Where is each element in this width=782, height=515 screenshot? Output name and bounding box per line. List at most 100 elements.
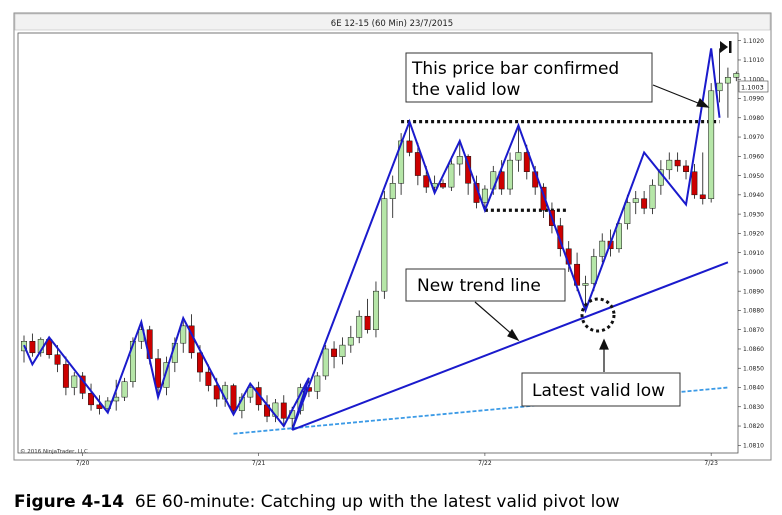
candle-body xyxy=(666,159,673,171)
y-tick-label: 1.1000 xyxy=(743,76,764,83)
candle-body xyxy=(62,364,69,388)
candle-body xyxy=(129,341,136,382)
candle-body xyxy=(163,362,170,388)
y-tick-label: 1.0980 xyxy=(743,115,764,122)
x-tick-label: 7/20 xyxy=(76,460,90,467)
candle-body xyxy=(71,375,78,388)
candle-body xyxy=(423,175,430,188)
candle-body xyxy=(197,352,203,373)
y-tick-label: 1.0920 xyxy=(743,231,764,238)
x-tick-label: 7/23 xyxy=(704,460,718,467)
candle-body xyxy=(440,183,446,188)
candle-body xyxy=(523,152,530,172)
candle-body xyxy=(29,341,36,354)
y-tick-label: 1.0970 xyxy=(743,134,764,141)
new-trend-line xyxy=(291,261,729,431)
candle-body xyxy=(331,348,338,357)
candle-body xyxy=(557,225,564,250)
candle-body xyxy=(507,159,513,190)
candle-body xyxy=(582,283,589,286)
scroll-to-end-icon[interactable] xyxy=(720,41,732,53)
y-tick-label: 1.0880 xyxy=(743,308,764,315)
candle-body xyxy=(724,77,731,84)
candle-body xyxy=(616,223,622,250)
candle-body xyxy=(632,198,639,203)
candle-body xyxy=(389,183,396,199)
title-bar xyxy=(14,13,771,31)
candle-body xyxy=(121,381,128,398)
annotation-arrows xyxy=(474,84,710,372)
y-tick-label: 1.0940 xyxy=(743,192,764,199)
y-tick-label: 1.0890 xyxy=(743,288,764,295)
trend-lines xyxy=(233,261,729,435)
annotation-latest-valid-low-text: Latest valid low xyxy=(532,381,665,401)
candle-body xyxy=(540,186,547,211)
window-title: 6E 12-15 (60 Min) 23/7/2015 xyxy=(331,19,453,29)
candle-body xyxy=(314,375,321,392)
y-tick-label: 1.0910 xyxy=(743,250,764,257)
y-tick-label: 1.1010 xyxy=(743,57,764,64)
figure-caption-text: 6E 60-minute: Catching up with the lates… xyxy=(134,492,620,512)
candle-body xyxy=(481,188,488,203)
candle-body xyxy=(339,344,346,357)
candle-body xyxy=(683,165,689,172)
annotation-new-trend-line-text: New trend line xyxy=(417,276,541,296)
y-tick-label: 1.0990 xyxy=(743,96,764,103)
candle-body xyxy=(356,315,363,338)
candle-body xyxy=(155,358,162,388)
current-price-box xyxy=(738,80,769,93)
y-tick-label: 1.0810 xyxy=(743,442,764,449)
annotation-new-trend-line: New trend line xyxy=(405,268,566,302)
price-axis: 1.1020 1.1010 1.1000 1.0990 1.0980 1.0970 1.09… xyxy=(738,38,764,449)
candle-body xyxy=(599,240,606,257)
candle-body xyxy=(590,256,597,284)
y-tick-label: 1.0930 xyxy=(743,211,764,218)
y-tick-label: 1.1020 xyxy=(743,38,764,45)
candle-body xyxy=(280,402,287,419)
y-tick-label: 1.0830 xyxy=(743,404,764,411)
candle-body xyxy=(247,387,254,398)
figure-caption: Figure 4-14 6E 60-minute: Catching up wi… xyxy=(14,492,620,512)
candle-body xyxy=(54,354,61,365)
candle-body xyxy=(46,339,53,355)
candle-body xyxy=(406,140,413,153)
zigzag-polyline xyxy=(23,48,721,431)
y-tick-label: 1.0870 xyxy=(743,327,764,334)
zigzag-swing-line xyxy=(23,48,721,431)
y-tick-label: 1.0860 xyxy=(743,346,764,353)
dotted-levels xyxy=(401,120,720,212)
candle-body xyxy=(322,348,329,377)
candle-body xyxy=(448,163,455,188)
copyright-label: © 2016 NinjaTrader, LLC xyxy=(20,448,88,455)
candle-body xyxy=(733,73,740,78)
candle-body xyxy=(456,156,463,165)
annotation-confirmed-line2: the valid low xyxy=(412,80,521,100)
y-tick-label: 1.0900 xyxy=(743,269,764,276)
candle-body xyxy=(716,82,723,92)
candle-body xyxy=(347,337,354,346)
annotation-confirmed: This price bar confirmed the valid low xyxy=(405,52,653,103)
candle-body xyxy=(364,315,371,330)
candle-body xyxy=(381,198,388,292)
candle-body xyxy=(649,184,656,209)
figure-label: Figure 4-14 xyxy=(14,492,125,512)
time-axis: 7/20 7/21 7/22 7/23 xyxy=(76,453,718,467)
valid-low-highlight-circle xyxy=(580,297,616,333)
candlestick-chart: 6E 12-15 (60 Min) 23/7/2015 1.1020 1.1010… xyxy=(13,12,772,467)
y-tick-label: 1.0850 xyxy=(743,365,764,372)
annotation-latest-valid-low: Latest valid low xyxy=(521,372,681,407)
candle-body xyxy=(515,152,522,161)
y-tick-label: 1.0960 xyxy=(743,154,764,161)
candle-body xyxy=(674,159,681,167)
annotation-confirmed-line1: This price bar confirmed xyxy=(411,59,619,79)
y-tick-label: 1.0950 xyxy=(743,173,764,180)
candle-body xyxy=(373,290,379,330)
candle-body xyxy=(498,171,505,190)
x-tick-label: 7/22 xyxy=(478,460,492,467)
old-trend-line xyxy=(233,386,729,435)
candle-body xyxy=(213,385,220,400)
candle-body xyxy=(641,198,648,209)
candle-body xyxy=(624,202,631,224)
candle-body xyxy=(205,371,212,386)
